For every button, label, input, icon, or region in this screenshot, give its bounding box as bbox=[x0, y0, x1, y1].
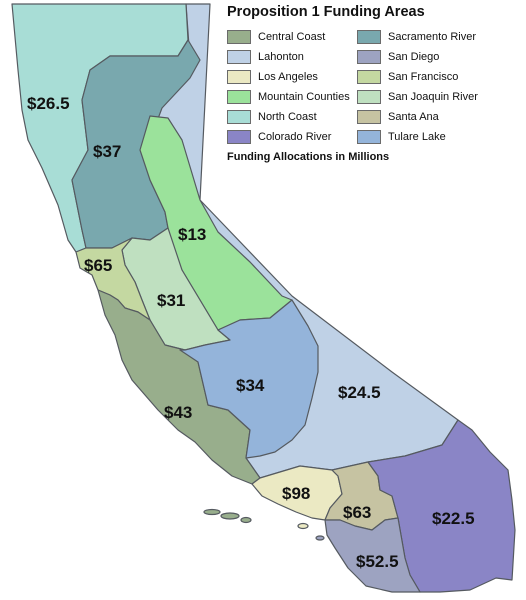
channel-island bbox=[203, 508, 221, 516]
legend-label: San Francisco bbox=[388, 70, 459, 83]
channel-island bbox=[220, 512, 240, 520]
legend-swatch bbox=[357, 129, 381, 144]
legend-swatch bbox=[357, 29, 381, 44]
legend-item: San Joaquin River bbox=[357, 87, 478, 106]
legend-item: North Coast bbox=[227, 107, 317, 126]
legend-swatch bbox=[357, 109, 381, 124]
legend-item: Tulare Lake bbox=[357, 127, 446, 146]
legend-label: Tulare Lake bbox=[388, 130, 446, 143]
region-tulare-lake[interactable] bbox=[179, 299, 319, 459]
legend-item: Colorado River bbox=[227, 127, 331, 146]
value-label-lahonton: $24.5 bbox=[338, 383, 381, 402]
legend-label: Central Coast bbox=[258, 30, 326, 43]
region-colorado-river[interactable] bbox=[367, 419, 516, 593]
legend-label: Los Angeles bbox=[258, 70, 318, 83]
value-label-san-joaquin-river: $31 bbox=[157, 291, 185, 310]
value-label-mountain-counties: $13 bbox=[178, 225, 206, 244]
legend-item: Sacramento River bbox=[357, 27, 476, 46]
legend-label: North Coast bbox=[258, 110, 317, 123]
value-label-tulare-lake: $34 bbox=[236, 376, 265, 395]
legend-item: Central Coast bbox=[227, 27, 325, 46]
legend-swatch bbox=[227, 29, 251, 44]
legend-item: Lahonton bbox=[227, 47, 304, 66]
region-central-coast[interactable] bbox=[97, 289, 261, 485]
value-label-santa-ana: $63 bbox=[343, 503, 371, 522]
legend-item: Los Angeles bbox=[227, 67, 318, 86]
legend-item: Mountain Counties bbox=[227, 87, 350, 106]
region-san-diego[interactable] bbox=[324, 517, 421, 593]
legend-swatch bbox=[227, 89, 251, 104]
legend-label: Sacramento River bbox=[388, 30, 477, 43]
value-label-san-diego: $52.5 bbox=[356, 552, 399, 571]
legend-note: Funding Allocations in Millions bbox=[227, 151, 390, 163]
legend-swatch bbox=[227, 129, 251, 144]
channel-island bbox=[240, 516, 252, 524]
legend-label: Lahonton bbox=[258, 50, 304, 63]
legend-item: San Diego bbox=[357, 47, 439, 66]
legend-swatch bbox=[357, 49, 381, 64]
legend-label: Santa Ana bbox=[388, 110, 439, 123]
channel-island bbox=[297, 522, 309, 530]
legend-label: Mountain Counties bbox=[258, 90, 350, 103]
legend-swatch bbox=[357, 89, 381, 104]
value-label-colorado-river: $22.5 bbox=[432, 509, 475, 528]
value-label-sacramento-river: $37 bbox=[93, 142, 121, 161]
value-label-los-angeles: $98 bbox=[282, 484, 310, 503]
value-label-san-francisco: $65 bbox=[84, 256, 112, 275]
legend-item: Santa Ana bbox=[357, 107, 439, 126]
legend-label: Colorado River bbox=[258, 130, 332, 143]
channel-island bbox=[315, 535, 325, 541]
value-label-north-coast: $26.5 bbox=[27, 94, 70, 113]
legend-swatch bbox=[227, 69, 251, 84]
legend-swatch bbox=[227, 109, 251, 124]
legend-label: San Diego bbox=[388, 50, 440, 63]
legend-item: San Francisco bbox=[357, 67, 458, 86]
legend-title: Proposition 1 Funding Areas bbox=[227, 4, 425, 20]
legend-swatch bbox=[227, 49, 251, 64]
legend-label: San Joaquin River bbox=[388, 90, 478, 103]
legend-swatch bbox=[357, 69, 381, 84]
value-label-central-coast: $43 bbox=[164, 403, 192, 422]
